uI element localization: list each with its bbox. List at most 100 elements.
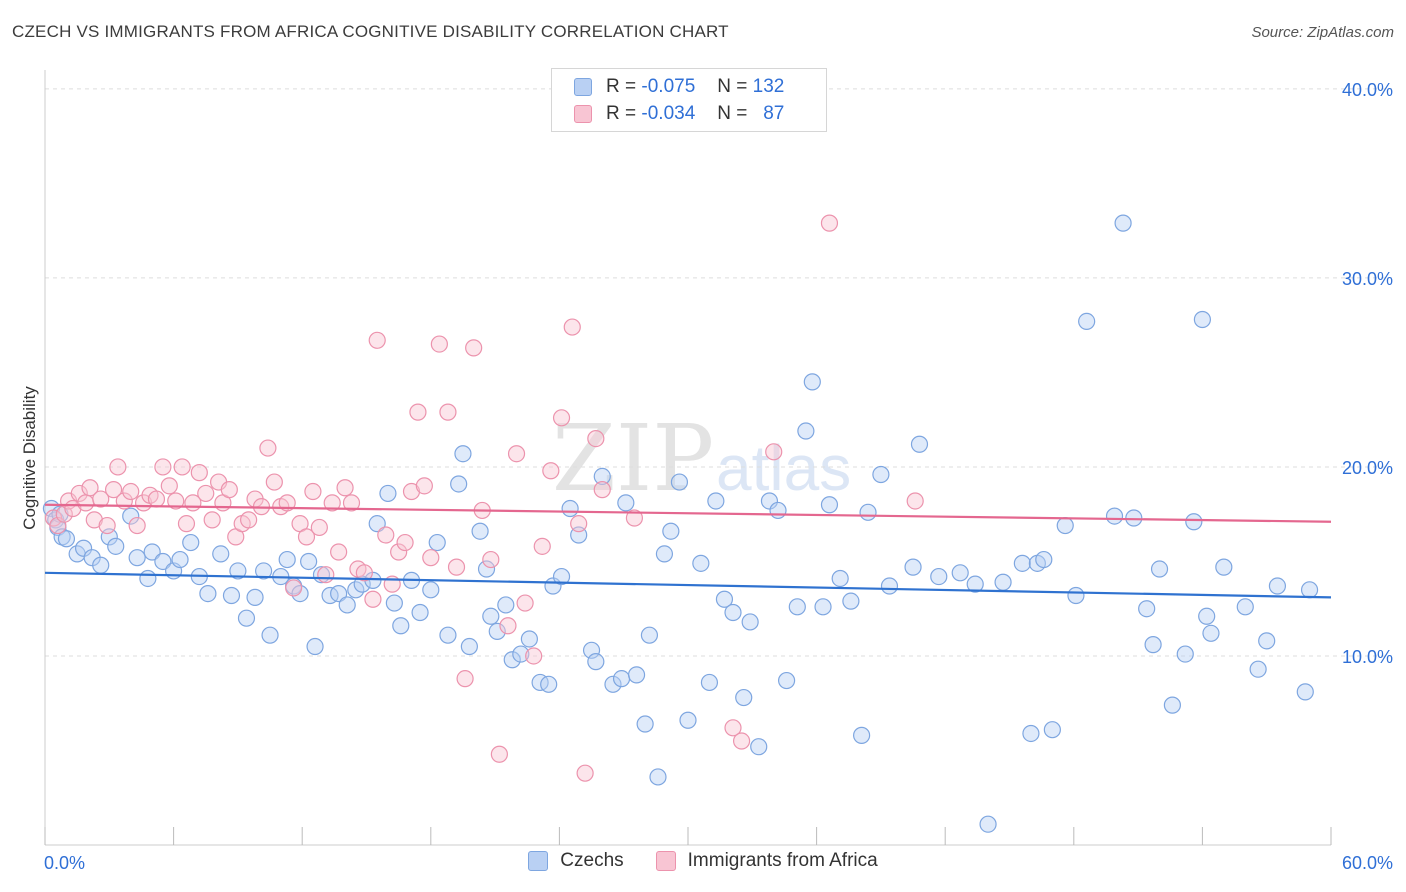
y-tick-label: 10.0% bbox=[1342, 647, 1393, 667]
legend-r-value: -0.034 bbox=[641, 103, 696, 124]
point-czechs bbox=[450, 475, 468, 493]
point-czechs bbox=[880, 577, 899, 595]
legend-n-label: N = bbox=[717, 103, 748, 124]
point-czechs bbox=[411, 603, 429, 622]
point-czechs bbox=[612, 670, 631, 688]
point-africa bbox=[570, 515, 588, 533]
point-czechs bbox=[788, 598, 806, 616]
point-africa bbox=[465, 339, 483, 357]
point-africa bbox=[396, 533, 414, 552]
point-africa bbox=[456, 670, 474, 688]
point-africa bbox=[265, 473, 283, 491]
point-czechs bbox=[306, 637, 324, 656]
point-czechs bbox=[422, 581, 440, 599]
point-czechs bbox=[769, 501, 787, 520]
trend-line-africa bbox=[44, 503, 1332, 523]
axes bbox=[44, 70, 1332, 846]
point-czechs bbox=[1176, 645, 1194, 663]
y-tick-label: 30.0% bbox=[1342, 269, 1393, 289]
point-czechs bbox=[735, 688, 753, 707]
point-czechs bbox=[1043, 721, 1061, 739]
point-czechs bbox=[715, 590, 734, 608]
point-africa bbox=[430, 335, 448, 353]
y-tick-label: 20.0% bbox=[1342, 458, 1393, 478]
point-czechs bbox=[803, 373, 821, 391]
y-tick-labels: 10.0% 20.0% 30.0% 40.0% bbox=[1342, 80, 1393, 667]
point-czechs bbox=[853, 726, 871, 744]
point-czechs bbox=[57, 530, 76, 548]
point-czechs bbox=[512, 645, 530, 663]
point-czechs bbox=[385, 594, 403, 612]
point-czechs bbox=[128, 549, 146, 567]
legend-item-czechs: Czechs bbox=[528, 850, 624, 872]
legend-r-label: R = bbox=[606, 76, 637, 97]
point-czechs bbox=[994, 573, 1012, 591]
point-africa bbox=[563, 318, 581, 336]
point-africa bbox=[724, 719, 742, 737]
point-czechs bbox=[662, 522, 680, 540]
point-czechs bbox=[552, 567, 571, 586]
legend-swatch-africa bbox=[655, 851, 676, 871]
legend-row-africa: R = -0.034 N = 87 bbox=[552, 101, 784, 127]
point-africa bbox=[240, 511, 258, 529]
point-africa bbox=[173, 458, 191, 476]
point-czechs bbox=[979, 815, 997, 833]
point-czechs bbox=[497, 596, 515, 614]
point-czechs bbox=[1300, 581, 1319, 599]
point-africa bbox=[297, 528, 316, 546]
x-tick-label: 60.0% bbox=[1342, 853, 1393, 873]
point-czechs bbox=[820, 496, 839, 514]
point-czechs bbox=[617, 494, 635, 512]
point-czechs bbox=[1138, 600, 1156, 618]
point-czechs bbox=[670, 473, 689, 491]
point-czechs bbox=[930, 567, 948, 586]
point-africa bbox=[587, 429, 605, 448]
point-czechs bbox=[520, 630, 538, 648]
point-czechs bbox=[655, 545, 674, 563]
point-africa bbox=[576, 764, 594, 782]
point-czechs bbox=[368, 515, 386, 533]
point-czechs bbox=[74, 539, 93, 557]
point-africa bbox=[197, 484, 215, 503]
series-immigrants-from-africa bbox=[44, 214, 924, 782]
point-czechs bbox=[741, 613, 759, 631]
point-czechs bbox=[1056, 516, 1074, 535]
point-africa bbox=[625, 509, 644, 527]
point-czechs bbox=[1013, 554, 1031, 572]
point-africa bbox=[447, 558, 466, 576]
legend-n-value: 87 bbox=[763, 103, 785, 124]
point-czechs bbox=[1268, 577, 1287, 595]
point-czechs bbox=[222, 586, 241, 605]
point-africa bbox=[330, 543, 348, 561]
point-africa bbox=[482, 550, 500, 569]
point-africa bbox=[415, 477, 433, 495]
grid-lines bbox=[45, 88, 1392, 657]
point-czechs bbox=[229, 562, 247, 580]
point-czechs bbox=[872, 465, 890, 484]
legend-r-value: -0.075 bbox=[641, 76, 696, 97]
point-africa bbox=[516, 594, 534, 612]
point-czechs bbox=[904, 558, 922, 576]
correlation-legend: R = -0.075 N = 132 R = -0.034 N = 87 bbox=[551, 68, 827, 132]
point-czechs bbox=[797, 422, 815, 440]
point-czechs bbox=[692, 554, 710, 572]
point-africa bbox=[154, 458, 172, 476]
point-czechs bbox=[237, 609, 256, 627]
point-africa bbox=[55, 505, 73, 523]
x-tick-label: 0.0% bbox=[44, 853, 85, 873]
point-africa bbox=[342, 494, 361, 512]
legend-n-value: 132 bbox=[752, 76, 785, 97]
point-africa bbox=[490, 745, 508, 763]
point-africa bbox=[336, 479, 354, 497]
point-czechs bbox=[477, 560, 496, 578]
y-axis-label: Cognitive Disability bbox=[20, 386, 39, 530]
point-africa bbox=[220, 481, 238, 499]
point-czechs bbox=[255, 562, 273, 580]
point-czechs bbox=[649, 768, 667, 786]
point-czechs bbox=[910, 435, 929, 453]
point-africa bbox=[259, 439, 277, 457]
point-africa bbox=[422, 549, 440, 567]
point-czechs bbox=[1258, 632, 1276, 650]
point-czechs bbox=[1144, 636, 1162, 654]
